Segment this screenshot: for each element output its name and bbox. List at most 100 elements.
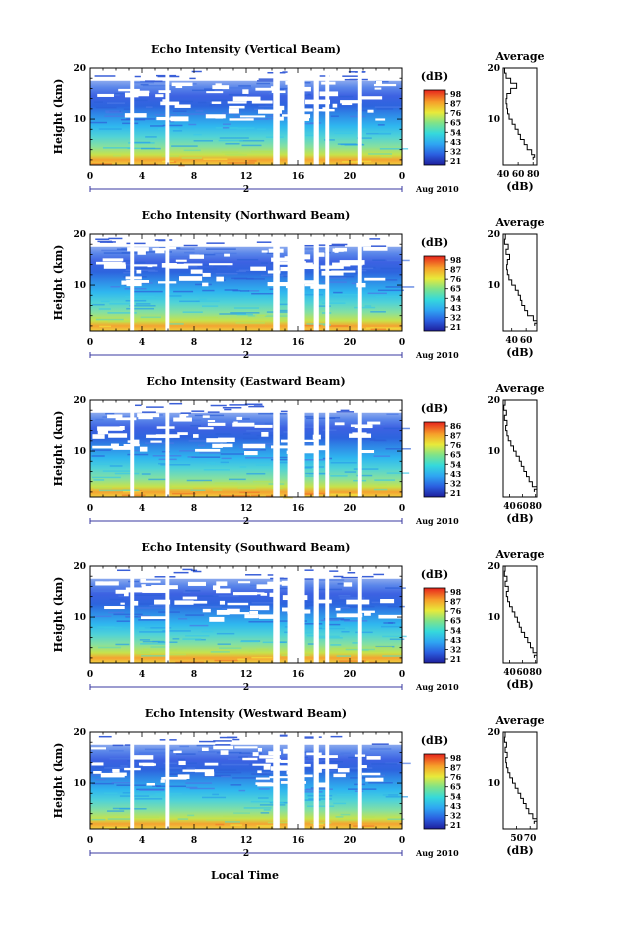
heatmap-texture (370, 311, 386, 313)
panel-title: Echo Intensity (Northward Beam) (142, 209, 351, 222)
heatmap-texture (386, 448, 411, 450)
heatmap-no-data (209, 617, 224, 622)
heatmap-texture (251, 495, 259, 497)
heatmap-texture (199, 452, 221, 454)
heatmap-texture (141, 148, 161, 150)
average-title: Average (494, 548, 544, 561)
heatmap-texture (221, 776, 230, 778)
heatmap-texture (107, 810, 124, 812)
heatmap-no-data (262, 250, 268, 252)
heatmap-texture (141, 317, 161, 319)
heatmap-texture (228, 162, 255, 164)
data-gap (273, 400, 280, 497)
heatmap-texture (168, 488, 193, 490)
heatmap-no-data (205, 772, 214, 776)
date-label: Aug 2010 (415, 350, 459, 360)
heatmap-texture (137, 603, 151, 605)
heatmap-texture (168, 323, 184, 325)
data-gap (130, 566, 134, 663)
heatmap-texture (246, 278, 265, 280)
heatmap-texture (198, 445, 205, 447)
data-gap (358, 566, 362, 663)
echo-heatmap (90, 566, 407, 663)
average-x-tick-label: 40 (497, 170, 510, 180)
colorbar-tick-label: 21 (450, 820, 461, 830)
heatmap-texture (145, 136, 157, 138)
heatmap-texture (375, 106, 402, 108)
x-tick-label: 0 (87, 670, 93, 680)
heatmap-no-data (249, 611, 258, 614)
heatmap-no-data (221, 750, 229, 755)
colorbar-tick-label: 76 (450, 772, 462, 782)
heatmap-sparse-echo (372, 743, 389, 745)
heatmap-texture (112, 782, 131, 784)
colorbar-tick-label: 76 (450, 440, 462, 450)
heatmap-texture (217, 633, 234, 635)
heatmap-texture (197, 595, 219, 597)
data-gap (314, 732, 319, 829)
data-gap (165, 400, 169, 497)
colorbar-title: (dB) (421, 402, 448, 415)
data-gap (130, 234, 134, 331)
heatmap-texture (202, 290, 214, 292)
heatmap-no-data (139, 763, 153, 765)
heatmap-no-data (213, 585, 220, 590)
data-gap (314, 566, 319, 663)
heatmap-sparse-echo (348, 572, 356, 574)
heatmap-sparse-echo (362, 576, 374, 578)
x-tick-label: 0 (87, 504, 93, 514)
heatmap-no-data (203, 609, 211, 612)
heatmap-no-data (224, 254, 230, 257)
heatmap-texture (248, 290, 259, 292)
heatmap-no-data (189, 254, 204, 258)
heatmap-texture (141, 655, 166, 657)
heatmap-texture (227, 127, 255, 128)
heatmap-texture (202, 631, 214, 633)
heatmap-no-data (169, 247, 177, 250)
heatmap-no-data (212, 102, 221, 104)
heatmap-no-data (242, 89, 248, 94)
date-label: Aug 2010 (415, 516, 459, 526)
heatmap-sparse-echo (189, 78, 195, 80)
x-tick-label: 4 (139, 836, 145, 846)
heatmap-texture (223, 123, 231, 125)
heatmap-texture (240, 641, 259, 643)
heatmap-texture (204, 481, 211, 483)
heatmap-no-data (120, 603, 124, 605)
heatmap-texture (341, 631, 349, 633)
heatmap-texture (248, 621, 273, 623)
average-x-tick-label: 60 (516, 502, 529, 512)
heatmap-no-data (179, 414, 186, 418)
heatmap-texture (134, 595, 161, 597)
heatmap-no-data (333, 774, 345, 777)
colorbar (424, 754, 445, 829)
day-label: 2 (243, 683, 249, 693)
heatmap-texture (95, 779, 106, 781)
heatmap-no-data (360, 450, 374, 453)
heatmap-sparse-echo (181, 412, 191, 414)
heatmap-texture (188, 456, 196, 458)
heatmap-texture (135, 798, 163, 800)
heatmap-texture (236, 271, 246, 273)
heatmap-sparse-echo (336, 411, 354, 413)
colorbar-tick-label: 21 (450, 156, 461, 166)
heatmap-no-data (243, 444, 265, 448)
heatmap-texture (213, 489, 222, 491)
panel-title: Echo Intensity (Southward Beam) (142, 541, 351, 554)
heatmap-texture (216, 433, 231, 435)
heatmap-texture (185, 782, 212, 784)
heatmap-texture (237, 487, 255, 489)
heatmap-sparse-echo (184, 245, 198, 247)
heatmap-no-data (257, 770, 261, 773)
heatmap-texture (307, 635, 314, 637)
heatmap-texture (334, 133, 353, 135)
heatmap-no-data (380, 599, 394, 603)
date-label: Aug 2010 (415, 848, 459, 858)
x-tick-label: 20 (344, 670, 357, 680)
heatmap-texture (381, 626, 402, 628)
heatmap-texture (258, 413, 287, 415)
data-gap (130, 68, 134, 165)
heatmap-no-data (206, 438, 226, 442)
average-line (503, 68, 535, 160)
heatmap-sparse-echo (126, 243, 145, 245)
